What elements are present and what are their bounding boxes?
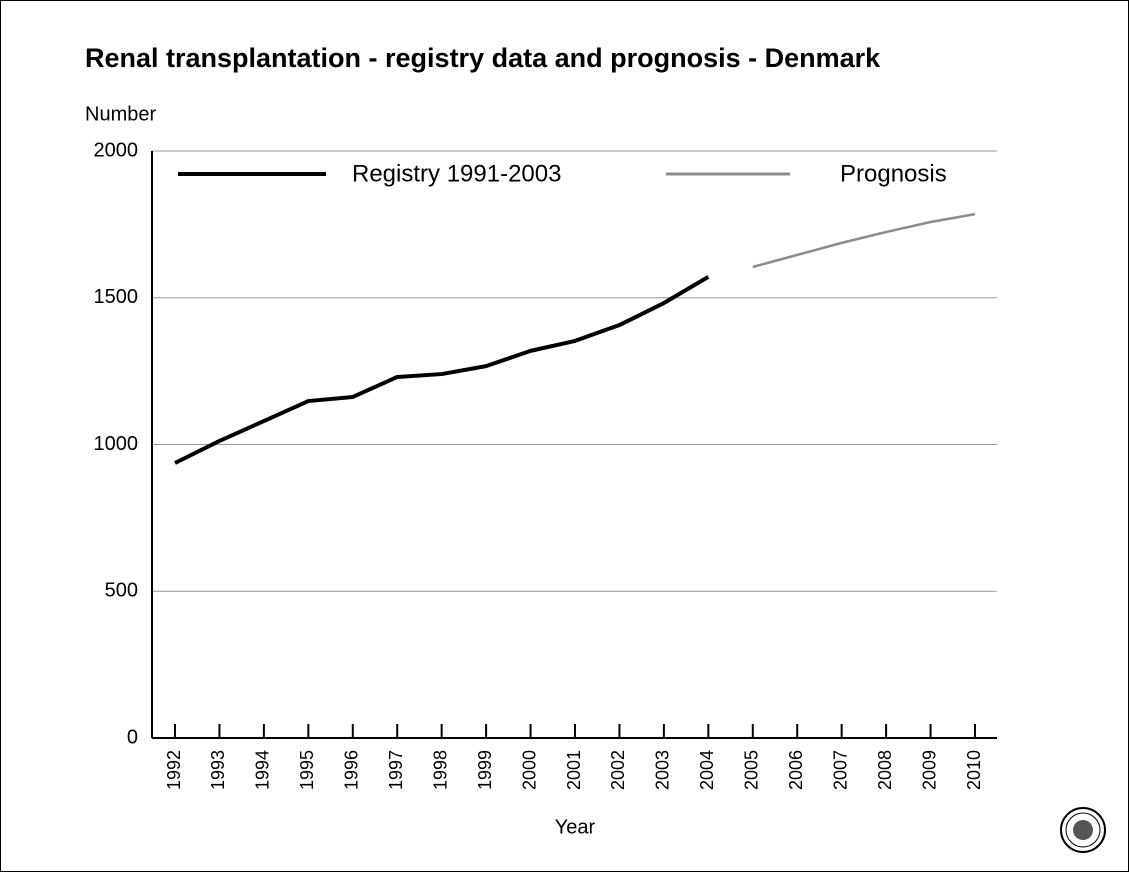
logo — [1060, 807, 1106, 853]
x-tick-label: 2002 — [608, 750, 628, 790]
y-tick-label: 2000 — [94, 139, 139, 161]
x-tick-label: 1994 — [253, 750, 273, 790]
x-tick-label: 1999 — [475, 750, 495, 790]
x-tick-label: 2008 — [875, 750, 895, 790]
x-tick-label: 1996 — [342, 750, 362, 790]
x-tick-label: 1998 — [430, 750, 450, 790]
x-tick-label: 2001 — [564, 750, 584, 790]
x-tick-label: 2006 — [786, 750, 806, 790]
x-tick-label: 2003 — [653, 750, 673, 790]
x-tick-label: 2009 — [919, 750, 939, 790]
x-tick-label: 1993 — [208, 750, 228, 790]
x-tick-label: 1995 — [297, 750, 317, 790]
x-tick-label: 2005 — [742, 750, 762, 790]
series-line — [752, 212, 976, 269]
chart-title: Renal transplantation - registry data an… — [85, 43, 881, 73]
x-tick-label: 1992 — [164, 750, 184, 790]
y-tick-label: 0 — [127, 726, 138, 748]
x-tick-label: 2010 — [964, 750, 984, 790]
y-tick-label: 1000 — [94, 433, 139, 455]
x-tick-label: 2000 — [519, 750, 539, 790]
series-line — [174, 275, 710, 465]
x-tick-label: 2007 — [830, 750, 850, 790]
legend-label: Registry 1991-2003 — [352, 160, 561, 187]
y-tick-label: 500 — [105, 580, 138, 602]
x-tick-label: 2004 — [697, 750, 717, 790]
y-tick-label: 1500 — [94, 286, 139, 308]
x-axis-label: Year — [555, 816, 596, 838]
x-tick-label: 1997 — [386, 750, 406, 790]
y-axis-label: Number — [85, 103, 156, 125]
legend-label: Prognosis — [840, 160, 947, 187]
